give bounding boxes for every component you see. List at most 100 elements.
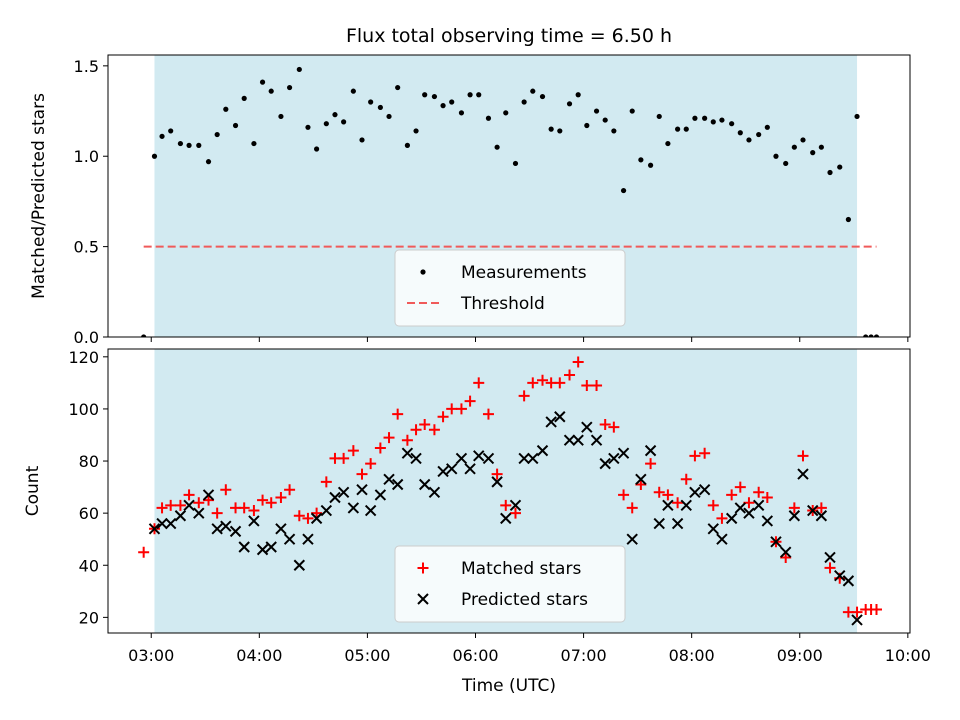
data-point	[386, 113, 392, 120]
data-point	[356, 483, 368, 496]
data-point	[256, 543, 269, 556]
data-point	[770, 536, 782, 548]
y-tick-label: 100	[68, 400, 99, 419]
data-point	[834, 569, 846, 582]
data-point	[202, 489, 215, 501]
data-point	[485, 115, 492, 121]
data-point	[530, 88, 536, 94]
data-point	[645, 458, 657, 470]
ratio-plot-frame	[107, 54, 911, 338]
data-point	[220, 484, 232, 496]
data-point	[699, 447, 711, 459]
data-point	[422, 92, 428, 98]
data-point	[156, 517, 168, 530]
count-x-ticks: 03:00 04:00 05:00 06:00 07:00 08:00 09:00 10:00	[128, 633, 931, 665]
data-point	[446, 403, 458, 415]
data-point	[268, 88, 274, 94]
data-point	[211, 507, 223, 519]
data-point	[707, 523, 719, 535]
data-point	[756, 131, 762, 138]
y-tick-label: 1.0	[74, 147, 99, 166]
count-y-axis: 20 40 60 80 100 120	[68, 348, 108, 627]
data-point	[211, 523, 223, 535]
data-point	[265, 541, 277, 553]
data-point	[797, 450, 809, 462]
data-point	[174, 510, 187, 522]
data-point	[419, 419, 431, 431]
data-point	[238, 541, 250, 553]
y-tick-label: 60	[79, 504, 99, 523]
data-point	[702, 115, 708, 121]
data-point	[413, 128, 419, 134]
data-point	[761, 515, 774, 527]
data-point	[743, 507, 755, 519]
chart-title: Flux total observing time = 6.50 h	[346, 25, 672, 47]
data-point	[729, 121, 735, 127]
ratio-y-axis: 0.0 0.5 1.0 1.5	[74, 57, 108, 347]
data-point	[716, 533, 728, 545]
data-point	[455, 452, 468, 465]
data-point	[347, 445, 359, 457]
data-point	[159, 133, 165, 139]
data-point	[275, 492, 287, 504]
data-point	[183, 499, 195, 512]
data-point	[788, 510, 801, 522]
data-point	[761, 492, 773, 504]
data-point	[842, 575, 855, 587]
data-point	[527, 452, 539, 465]
count-legend: Matched stars Predicted stars	[394, 545, 626, 623]
data-point	[174, 499, 186, 511]
data-point	[672, 497, 684, 509]
data-point	[401, 434, 413, 446]
x-tick-label: 05:00	[344, 646, 390, 665]
data-point	[575, 92, 581, 98]
data-point	[824, 551, 836, 564]
data-point	[286, 84, 293, 91]
data-point	[581, 421, 593, 433]
data-point	[449, 99, 455, 105]
data-point	[635, 473, 647, 485]
data-point	[320, 504, 333, 517]
data-point	[284, 484, 296, 496]
data-point	[509, 499, 522, 512]
data-point	[383, 432, 395, 444]
series-matched-stars	[138, 356, 882, 618]
data-point	[629, 108, 635, 114]
y-tick-label: 0.5	[74, 238, 99, 257]
data-point	[494, 144, 500, 150]
data-point	[428, 486, 441, 499]
series-predicted-stars	[148, 411, 863, 626]
data-point	[359, 137, 365, 143]
data-point	[591, 379, 603, 391]
data-point	[341, 119, 347, 125]
y-tick-label: 0.0	[74, 328, 99, 347]
data-point	[737, 130, 743, 136]
data-point	[725, 512, 738, 525]
data-point	[854, 113, 860, 120]
data-point	[293, 510, 305, 522]
data-point	[374, 489, 387, 501]
data-point	[863, 334, 869, 337]
data-point	[151, 153, 158, 159]
data-point	[148, 523, 161, 535]
data-point	[512, 160, 519, 167]
count-points	[138, 356, 882, 626]
data-point	[437, 465, 449, 478]
ratio-panel: 0.0 0.5 1.0 1.5 Matched/Predicted stars Mea…	[29, 54, 911, 347]
data-point	[548, 126, 554, 132]
data-point	[338, 452, 350, 464]
data-point	[837, 164, 843, 170]
data-point	[283, 533, 296, 545]
data-point	[293, 559, 306, 571]
data-point	[302, 512, 314, 524]
data-point	[554, 377, 566, 389]
data-point	[296, 66, 302, 73]
legend-label: Measurements	[461, 263, 587, 283]
data-point	[773, 153, 779, 159]
legend-marker	[420, 269, 426, 275]
data-point	[177, 140, 184, 147]
data-point	[455, 403, 467, 415]
data-point	[870, 604, 882, 616]
data-point	[710, 119, 716, 125]
data-point	[311, 507, 323, 519]
